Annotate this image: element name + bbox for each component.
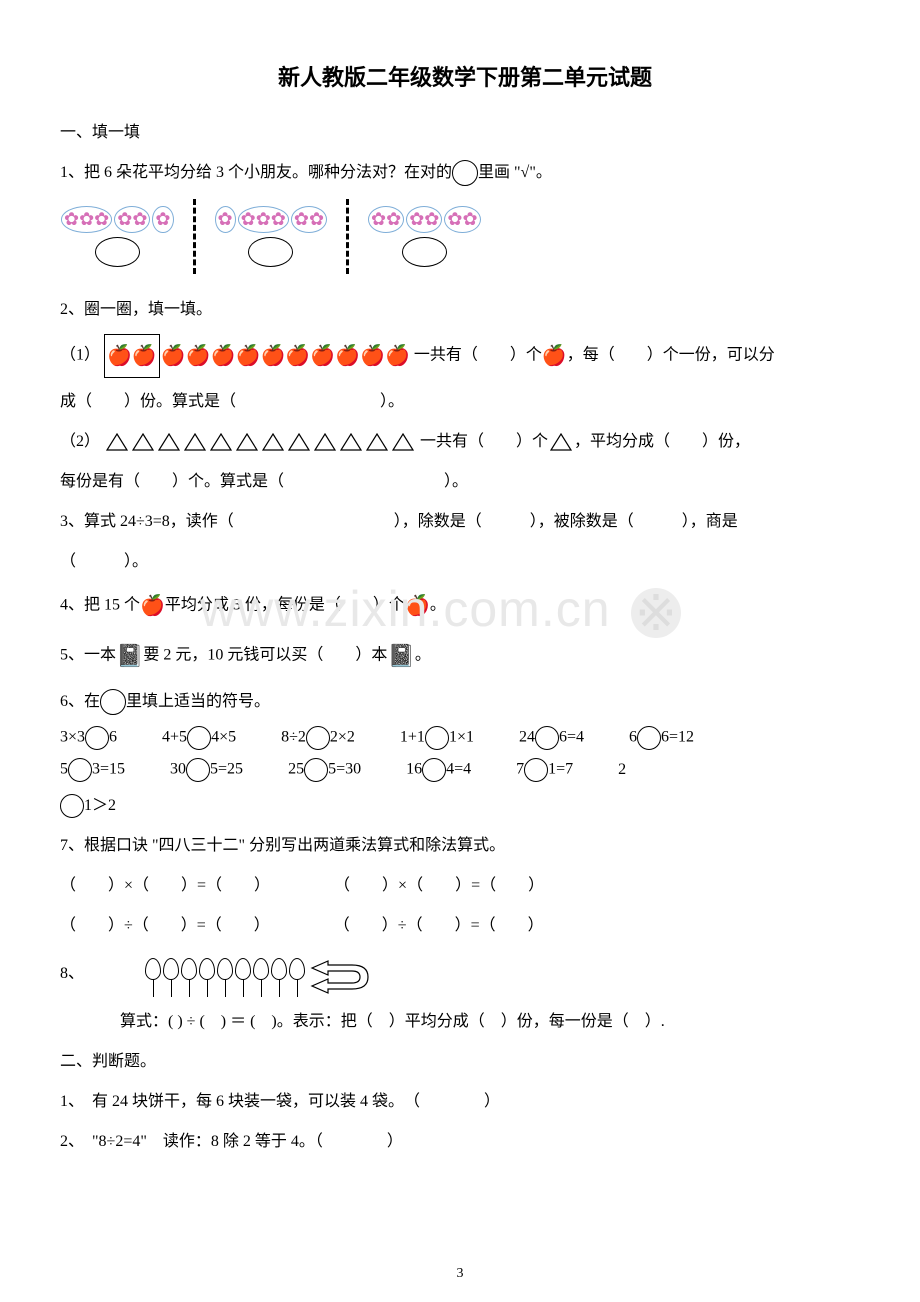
expr: 16 [406,761,422,778]
oval-icon[interactable] [422,758,446,782]
oval-icon[interactable] [306,726,330,750]
q1-text: 1、把 6 朵花平均分给 3 个小朋友。哪种分法对？在对的 里画 "√"。 [60,157,870,189]
q2-2-prefix: （2） [60,433,100,450]
q2-2: （2） 一共有（ ）个 ，平均分成（ ）份， [60,426,870,458]
expr: 1＞2 [84,797,116,814]
q5-mid: 要 2 元，10 元钱可以买（ ）本 [143,647,387,664]
flower-group-b: ✿ ✿✿✿ ✿✿ [214,206,329,267]
q5-prefix: 5、一本 [60,647,116,664]
oval-icon[interactable] [304,758,328,782]
q2-1-mid: 一共有（ ）个 [414,347,542,364]
q6-suffix: 里填上适当的符号。 [126,693,270,710]
expr: 7 [516,761,524,778]
q8-label: 8、 [60,958,84,990]
q8-line: 算式：( ) ÷ ( ) ＝ ( )。表示：把（ ）平均分成（ ）份，每一份是（… [120,1006,870,1038]
flower-group-a: ✿✿✿ ✿✿ ✿ [60,206,175,267]
expr: 3=15 [92,761,125,778]
q3: 3、算式 24÷3=8，读作（ ），除数是（ ），被除数是（ ），商是 [60,506,870,538]
expr: 4×5 [211,729,236,746]
q2-2-suffix: ，平均分成（ ）份， [574,433,750,450]
book-icon: 📓 [116,634,143,678]
expr: 6 [109,729,117,746]
oval-icon[interactable] [187,726,211,750]
expr: 2 [618,761,626,778]
q2-1: （1） 🍎🍎🍎🍎🍎🍎🍎🍎🍎🍎🍎🍎 一共有（ ）个🍎，每（ ）个一份，可以分 [60,334,870,378]
flower-group-c: ✿✿ ✿✿ ✿✿ [367,206,482,267]
q2-2-mid: 一共有（ ）个 [420,433,548,450]
q2-2-line2: 每份是有（ ）个。算式是（ ）。 [60,466,870,498]
oval-icon[interactable] [85,726,109,750]
expr: 6=12 [661,729,694,746]
expr: 5=25 [210,761,243,778]
oval-icon[interactable] [60,794,84,818]
expr: 1×1 [449,729,474,746]
apple-icon: 🍎 [542,345,567,367]
q7-line2: （ ）÷（ ）=（ ） （ ）÷（ ）=（ ） [60,910,870,942]
q1-suffix: 里画 "√"。 [478,164,552,181]
divider-icon [193,199,196,274]
book-icon: 📓 [387,634,414,678]
balloons-row [144,958,370,996]
expr: 1+1 [400,729,425,746]
apple-icon: 🍎 [140,595,165,617]
oval-icon[interactable] [425,726,449,750]
answer-oval[interactable] [402,237,447,267]
expr: 25 [288,761,304,778]
expr: 30 [170,761,186,778]
q2-text: 2、圈一圈，填一填。 [60,294,870,326]
q3-line2: （ ）。 [60,546,870,578]
oval-icon[interactable] [186,758,210,782]
arrow-icon [310,958,370,996]
q7: 7、根据口诀 "四八三十二" 分别写出两道乘法算式和除法算式。 [60,830,870,862]
section-1-header: 一、填一填 [60,117,870,149]
j2: 2、 "8÷2=4" 读作：8 除 2 等于 4。（ ） [60,1126,870,1158]
expr: 5 [60,761,68,778]
expr: 24 [519,729,535,746]
q4-mid: 平均分成 3 份，每份是（ ）个 [165,597,405,614]
expr: 4+5 [162,729,187,746]
oval-icon[interactable] [535,726,559,750]
oval-icon[interactable] [637,726,661,750]
expr: 5=30 [328,761,361,778]
q2-1-prefix: （1） [60,347,100,364]
triangle-icon [550,433,572,451]
triangle-row [104,433,420,450]
expr: 2×2 [330,729,355,746]
oval-icon [452,160,478,186]
q4-prefix: 4、把 15 个 [60,597,140,614]
q6: 6、在 里填上适当的符号。 [60,686,870,718]
q2-1-line2: 成（ ）份。算式是（ ）。 [60,386,870,418]
expr: 6=4 [559,729,584,746]
expr: 4=4 [446,761,471,778]
oval-icon[interactable] [524,758,548,782]
divider-icon [346,199,349,274]
expr: 3×3 [60,729,85,746]
q6-prefix: 6、在 [60,693,100,710]
oval-icon[interactable] [68,758,92,782]
page-number: 3 [457,1266,464,1282]
expr: 8÷2 [281,729,306,746]
q8: 8、 [60,950,870,998]
q5-suffix: 。 [415,647,431,664]
q4-suffix: 。 [430,597,446,614]
oval-icon [100,689,126,715]
answer-oval[interactable] [248,237,293,267]
expr: 1=7 [548,761,573,778]
j1: 1、 有 24 块饼干，每 6 块装一袋，可以装 4 袋。 （ ） [60,1086,870,1118]
q6-row3: 1＞2 [60,790,870,822]
q6-row2: 5 3=15 30 5=25 25 5=30 16 4=4 7 1=7 2 [60,758,870,782]
q5: 5、一本📓要 2 元，10 元钱可以买（ ）本📓。 [60,634,870,678]
expr: 6 [629,729,637,746]
answer-oval[interactable] [95,237,140,267]
q7-line1: （ ）×（ ）=（ ） （ ）×（ ）=（ ） [60,870,870,902]
q1-prefix: 1、把 6 朵花平均分给 3 个小朋友。哪种分法对？在对的 [60,164,452,181]
q2-1-suffix: ，每（ ）个一份，可以分 [567,347,775,364]
q1-flowers: ✿✿✿ ✿✿ ✿ ✿ ✿✿✿ ✿✿ ✿✿ ✿✿ ✿✿ [60,199,870,274]
apple-row: 🍎🍎🍎🍎🍎🍎🍎🍎🍎🍎🍎🍎 [104,334,410,378]
section-2-header: 二、判断题。 [60,1046,870,1078]
page-title: 新人教版二年级数学下册第二单元试题 [60,60,870,92]
q6-row1: 3×3 6 4+5 4×5 8÷2 2×2 1+1 1×1 24 6=4 6 6=12 [60,726,870,750]
q4: 4、把 15 个🍎平均分成 3 份，每份是（ ）个🍎。 [60,586,870,626]
apple-icon: 🍎 [405,595,430,617]
